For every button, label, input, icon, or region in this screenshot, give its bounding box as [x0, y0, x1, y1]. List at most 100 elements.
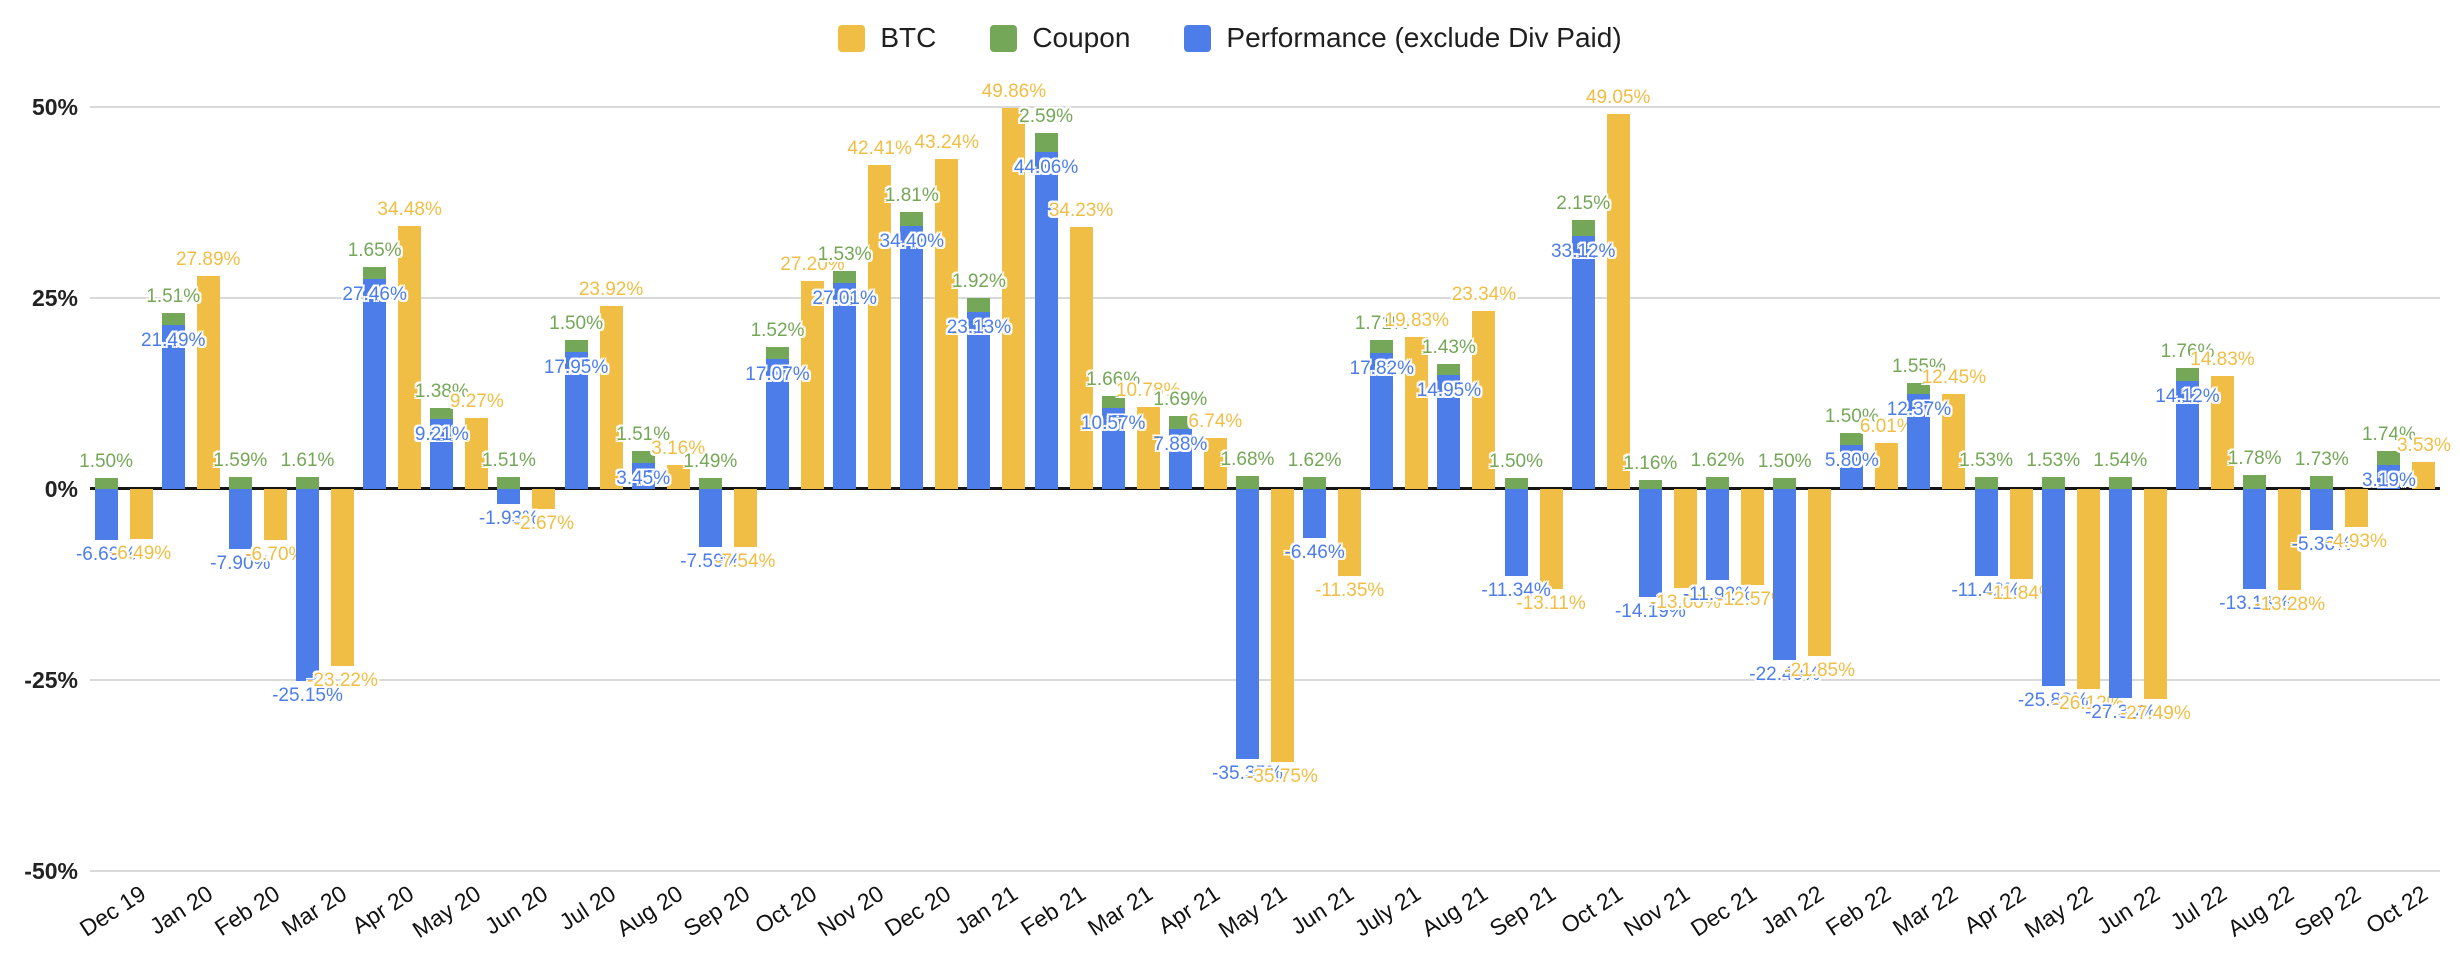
- bar-coupon: [1706, 476, 1729, 489]
- label-btc: 49.05%: [1585, 87, 1651, 109]
- label-btc: -4.93%: [2326, 530, 2387, 552]
- label-performance: -11.42%: [1951, 580, 2021, 602]
- bar-coupon: [430, 408, 454, 419]
- bar-coupon: [1437, 363, 1461, 375]
- bar-performance: [2243, 489, 2267, 590]
- label-coupon: 1.62%: [1690, 449, 1745, 471]
- legend-swatch-btc: [838, 24, 866, 52]
- label-performance: -14.19%: [1614, 601, 1686, 623]
- label-performance: -25.15%: [272, 685, 343, 707]
- y-tick-0: 0%: [44, 476, 78, 502]
- bar-btc: [1136, 406, 1160, 489]
- label-btc: 23.92%: [578, 279, 644, 301]
- label-coupon: 1.53%: [817, 243, 872, 265]
- label-btc: 49.86%: [981, 81, 1047, 103]
- label-btc: 6.74%: [1188, 410, 1243, 432]
- bar-btc: [532, 489, 556, 510]
- label-coupon: 1.53%: [2026, 450, 2081, 472]
- legend-item-performance: Performance (exclude Div Paid): [1184, 22, 1622, 54]
- label-performance: 5.80%: [1824, 449, 1879, 471]
- label-coupon: 1.69%: [1153, 388, 1208, 410]
- bar-performance: [228, 489, 252, 550]
- bar-btc: [1203, 437, 1227, 489]
- y-tick-50: 50%: [31, 94, 78, 120]
- label-btc: 9.27%: [449, 391, 504, 413]
- label-coupon: 1.43%: [1421, 336, 1476, 358]
- label-coupon: 1.50%: [1489, 450, 1543, 472]
- label-performance: 44.06%: [1013, 157, 1079, 179]
- label-performance: -1.93%: [478, 507, 540, 529]
- bar-coupon: [1303, 476, 1327, 489]
- gridline-neg25: [90, 679, 2440, 681]
- label-coupon: 1.61%: [280, 449, 335, 471]
- label-btc: 27.89%: [175, 248, 241, 270]
- gridline-50: [90, 106, 2440, 108]
- bar-btc: [935, 158, 959, 489]
- label-performance: -35.35%: [1212, 763, 1283, 785]
- label-performance: -13.13%: [2219, 593, 2291, 615]
- label-btc: 34.48%: [377, 198, 442, 220]
- legend-label-coupon: Coupon: [1032, 22, 1131, 53]
- bar-btc: [801, 281, 824, 489]
- bar-coupon: [1840, 433, 1864, 445]
- label-btc: -2.67%: [513, 513, 575, 535]
- bar-performance: [497, 489, 521, 504]
- bar-btc: [666, 464, 690, 489]
- label-btc: -21.85%: [1784, 659, 1856, 681]
- bar-coupon: [2377, 451, 2401, 465]
- bar-coupon: [161, 313, 185, 325]
- bar-performance: [94, 489, 118, 541]
- label-coupon: 1.51%: [146, 286, 201, 308]
- bar-performance: [363, 279, 387, 489]
- label-btc: -6.70%: [245, 544, 306, 566]
- label-coupon: 1.49%: [683, 450, 738, 472]
- label-coupon: 1.92%: [951, 270, 1006, 292]
- label-btc: -12.57%: [1717, 589, 1788, 611]
- bar-btc: [1741, 489, 1764, 586]
- y-tick-neg50: -50%: [24, 858, 78, 884]
- bar-coupon: [2176, 367, 2199, 382]
- label-performance: 17.07%: [745, 363, 810, 385]
- label-performance: 27.46%: [342, 284, 407, 306]
- label-performance: -6.46%: [1284, 542, 1345, 564]
- label-coupon: 1.81%: [884, 185, 939, 207]
- bar-performance: [1168, 428, 1192, 489]
- label-btc: -13.28%: [2254, 594, 2326, 616]
- bar-btc: [2143, 489, 2167, 700]
- bar-btc: [1808, 489, 1832, 656]
- legend-label-btc: BTC: [880, 22, 937, 53]
- bar-coupon: [967, 297, 991, 313]
- label-coupon: 1.55%: [1891, 355, 1946, 377]
- bar-performance: [833, 282, 857, 489]
- bar-btc: [465, 418, 489, 489]
- label-coupon: 2.15%: [1556, 192, 1611, 214]
- bar-btc: [263, 489, 287, 541]
- label-coupon: 1.50%: [549, 313, 603, 335]
- bar-performance: [161, 324, 185, 489]
- label-btc: 23.34%: [1451, 283, 1517, 305]
- bar-performance: [2041, 489, 2065, 687]
- label-btc: 10.78%: [1115, 379, 1181, 401]
- bar-btc: [868, 164, 892, 489]
- bar-btc: [398, 225, 422, 489]
- label-performance: 12.37%: [1886, 399, 1952, 421]
- label-coupon: 1.66%: [1086, 368, 1141, 390]
- label-coupon: 1.51%: [481, 450, 536, 472]
- label-btc: 3.16%: [651, 437, 706, 459]
- chart-legend: BTC Coupon Performance (exclude Div Paid…: [0, 22, 2460, 54]
- bar-performance: [1571, 235, 1595, 489]
- x-axis-line: [90, 487, 2440, 490]
- bar-coupon: [497, 477, 521, 489]
- bar-btc: [1002, 108, 1026, 489]
- label-coupon: 1.68%: [1220, 449, 1275, 471]
- label-performance: 33.12%: [1550, 240, 1616, 262]
- bar-btc: [1405, 337, 1429, 489]
- label-coupon: 1.38%: [414, 381, 469, 403]
- bar-coupon: [1370, 339, 1394, 353]
- label-performance: 21.49%: [140, 329, 206, 351]
- bar-btc: [1673, 489, 1697, 589]
- bar-btc: [1472, 310, 1496, 489]
- bar-performance: [1370, 352, 1394, 489]
- bar-btc: [599, 306, 623, 489]
- label-coupon: 1.78%: [2227, 448, 2282, 470]
